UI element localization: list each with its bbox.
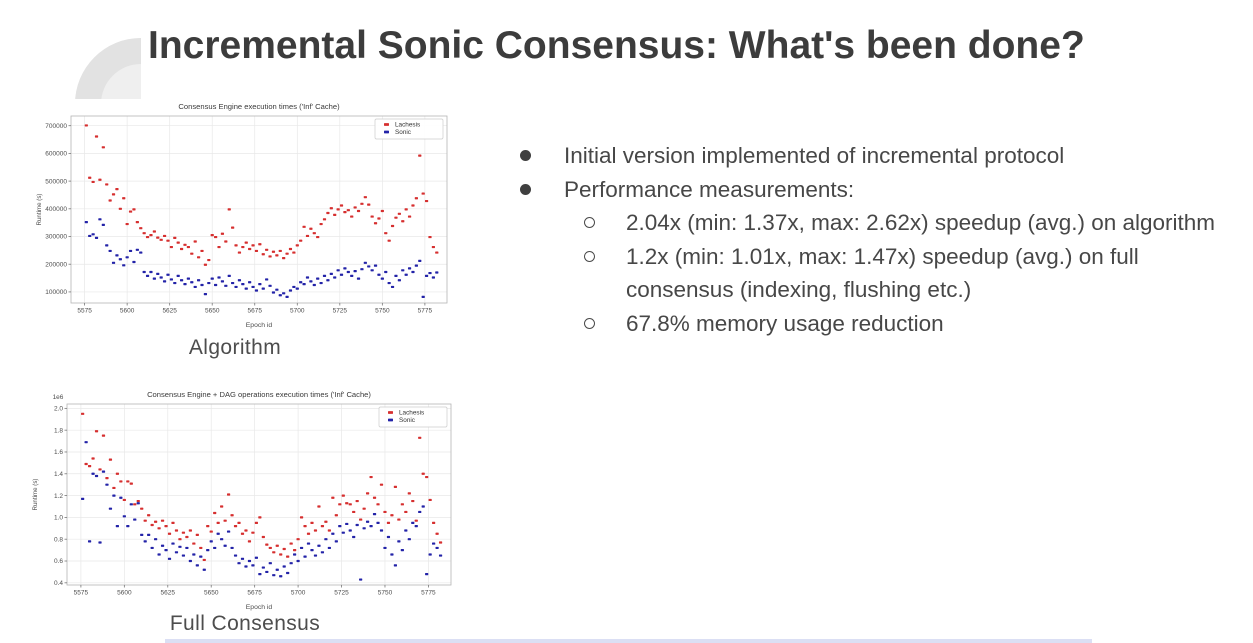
svg-text:5600: 5600: [117, 590, 132, 597]
svg-text:1.6: 1.6: [54, 449, 63, 456]
filled-bullet-icon: [520, 183, 531, 195]
svg-text:700000: 700000: [45, 123, 67, 130]
sub-bullet-item: 1.2x (min: 1.01x, max: 1.47x) speedup (a…: [512, 240, 1228, 307]
svg-text:5650: 5650: [204, 590, 219, 597]
algorithm-chart: 5575 5600 5625 5650 5675 5700 5725 5750 5775 1000…: [33, 99, 455, 331]
svg-text:1e6: 1e6: [53, 394, 64, 401]
svg-text:Consensus Engine + DAG operati: Consensus Engine + DAG operations execut…: [147, 390, 371, 399]
svg-text:5675: 5675: [247, 590, 262, 597]
svg-text:0.4: 0.4: [54, 580, 63, 587]
sub-bullet-item: 67.8% memory usage reduction: [512, 307, 1228, 341]
svg-text:5700: 5700: [291, 590, 306, 597]
hollow-bullet-icon: [584, 250, 595, 262]
svg-text:Consensus Engine execution tim: Consensus Engine execution times ('Inf' …: [178, 102, 340, 111]
svg-text:Runtime (s): Runtime (s): [36, 194, 43, 226]
svg-text:5700: 5700: [290, 308, 305, 315]
svg-text:1.0: 1.0: [54, 515, 63, 522]
full-consensus-chart: 5575 5600 5625 5650 5675 5700 5725 5750 5775 0.4 0…: [29, 387, 459, 613]
svg-text:5575: 5575: [74, 590, 89, 597]
quarter-arc-icon: [75, 38, 141, 104]
svg-text:5725: 5725: [333, 308, 348, 315]
bullet-text: Initial version implemented of increment…: [564, 143, 1065, 168]
bullet-text: 67.8% memory usage reduction: [626, 310, 944, 336]
chart-svg: 5575 5600 5625 5650 5675 5700 5725 5750 5775 1000…: [33, 99, 455, 331]
corner-arc-decoration: [75, 28, 141, 104]
svg-text:5775: 5775: [421, 590, 436, 597]
hollow-bullet-icon: [584, 217, 595, 228]
svg-text:5750: 5750: [378, 590, 393, 597]
bullet-list: Initial version implemented of increment…: [512, 139, 1228, 340]
svg-text:5650: 5650: [205, 308, 220, 315]
svg-text:1.4: 1.4: [54, 471, 63, 478]
svg-text:5625: 5625: [161, 590, 176, 597]
svg-text:1.2: 1.2: [54, 493, 63, 500]
svg-text:Epoch id: Epoch id: [246, 322, 273, 329]
bottom-accent-bar: [165, 639, 1092, 643]
svg-text:Sonic: Sonic: [395, 129, 412, 136]
svg-text:0.6: 0.6: [54, 558, 63, 565]
svg-text:1.8: 1.8: [54, 427, 63, 434]
svg-text:5775: 5775: [418, 308, 433, 315]
chart-svg: 5575 5600 5625 5650 5675 5700 5725 5750 5775 0.4 0…: [29, 387, 459, 613]
hollow-bullet-icon: [584, 317, 595, 329]
svg-text:200000: 200000: [45, 261, 67, 268]
bullet-text: 2.04x (min: 1.37x, max: 2.62x) speedup (…: [626, 210, 1216, 235]
svg-text:2.0: 2.0: [54, 406, 63, 413]
svg-text:5750: 5750: [375, 308, 390, 315]
svg-text:5600: 5600: [120, 308, 135, 315]
sub-bullet-item: 2.04x (min: 1.37x, max: 2.62x) speedup (…: [512, 206, 1228, 240]
svg-text:5675: 5675: [248, 308, 263, 315]
svg-text:Lachesis: Lachesis: [399, 410, 424, 417]
svg-text:5625: 5625: [162, 308, 177, 315]
bullet-text: 1.2x (min: 1.01x, max: 1.47x) speedup (a…: [626, 243, 1139, 303]
bullet-text: Performance measurements:: [564, 176, 855, 202]
svg-text:500000: 500000: [45, 178, 67, 185]
bullet-item: Performance measurements:: [512, 173, 1228, 207]
svg-text:300000: 300000: [45, 234, 67, 241]
svg-text:5725: 5725: [334, 590, 349, 597]
svg-text:Lachesis: Lachesis: [395, 122, 420, 129]
svg-text:Epoch id: Epoch id: [246, 604, 273, 611]
svg-text:Runtime (s): Runtime (s): [32, 479, 39, 511]
full-consensus-caption: Full Consensus: [169, 612, 321, 635]
bullet-item: Initial version implemented of increment…: [512, 139, 1228, 173]
algorithm-caption: Algorithm: [188, 336, 282, 359]
svg-text:100000: 100000: [45, 289, 67, 296]
svg-text:0.8: 0.8: [54, 536, 63, 543]
svg-text:5575: 5575: [77, 308, 92, 315]
svg-text:Sonic: Sonic: [399, 417, 416, 424]
svg-text:600000: 600000: [45, 151, 67, 158]
svg-text:400000: 400000: [45, 206, 67, 213]
filled-bullet-icon: [520, 150, 531, 161]
slide-title: Incremental Sonic Consensus: What's been…: [148, 24, 1085, 67]
